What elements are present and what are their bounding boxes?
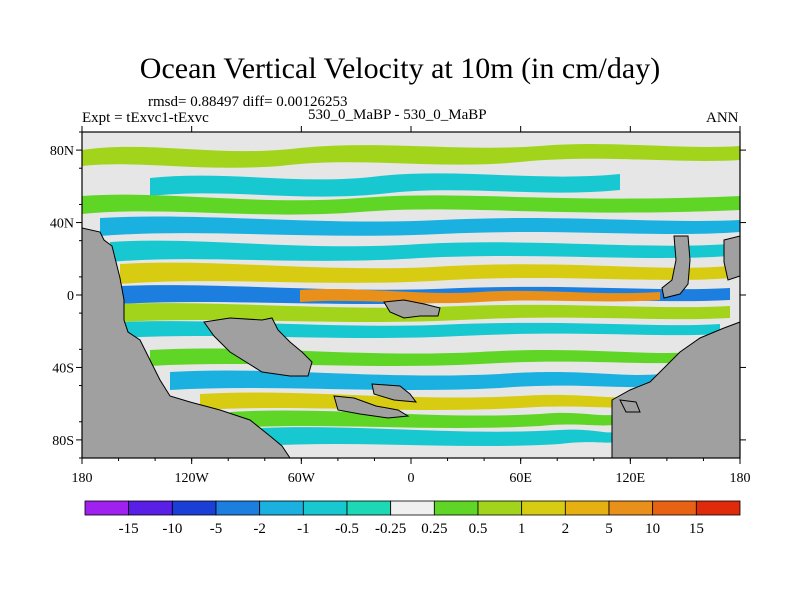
lat-label: 80S [52, 434, 74, 449]
lon-label: 60E [509, 471, 532, 486]
colorbar-swatch [259, 500, 304, 516]
colorbar-swatch [128, 500, 173, 516]
colorbar-swatch [521, 500, 566, 516]
colorbar-label: 0.5 [469, 521, 488, 537]
band-20n-cyan [110, 240, 730, 262]
band-eq-orange [300, 289, 660, 304]
colorbar-label: -15 [119, 521, 139, 537]
land [81, 227, 741, 459]
colorbar-swatch [390, 500, 435, 516]
band-45n-green [82, 194, 740, 215]
lon-label: 60W [288, 471, 316, 486]
band-60n-green [82, 144, 740, 168]
land-east-edge-north [723, 235, 741, 281]
band-10n-yellow [120, 262, 730, 284]
land-island-40s [371, 383, 418, 403]
season-label: ANN [706, 110, 739, 126]
longitude-axis: 180 120W 60W 0 60E 120E 180 [72, 126, 751, 486]
colorbar-swatch [564, 500, 610, 516]
lon-label: 180 [730, 471, 751, 486]
colorbar-swatch [695, 500, 741, 516]
colorbar-label: -5 [210, 521, 223, 537]
colorbar: -15 -10 -5 -2 -1 -0.5 -0.25 0.25 0.5 1 2 5 10 15 [84, 500, 741, 537]
contour-field [82, 144, 740, 446]
band-75s-cyan [260, 427, 615, 446]
colorbar-swatch [302, 500, 348, 516]
colorbar-label: 15 [689, 521, 704, 537]
lat-label: 0 [67, 289, 74, 304]
colorbar-swatch [84, 500, 130, 516]
band-60n-cyan [150, 173, 620, 197]
colorbar-label: 2 [562, 521, 570, 537]
land-island-equator [383, 299, 441, 319]
land-east-column [661, 235, 691, 299]
land-small-east [619, 399, 641, 413]
colorbar-swatch [652, 500, 697, 516]
map-title: Ocean Vertical Velocity at 10m (in cm/da… [139, 52, 661, 85]
colorbar-label: -2 [253, 521, 266, 537]
land-island-55s [333, 395, 410, 419]
case-label: 530_0_MaBP - 530_0_MaBP [308, 107, 487, 123]
colorbar-swatch [171, 500, 217, 516]
land-south-america-interior [203, 317, 313, 377]
colorbar-label: -0.5 [335, 521, 359, 537]
colorbar-label: 10 [645, 521, 660, 537]
colorbar-label: -10 [162, 521, 182, 537]
lon-label: 120E [616, 471, 646, 486]
colorbar-label: 5 [605, 521, 613, 537]
lon-label: 120W [175, 471, 210, 486]
land-east-block [611, 321, 741, 459]
colorbar-swatch [477, 500, 523, 516]
colorbar-label: 1 [518, 521, 526, 537]
colorbar-label: -1 [297, 521, 310, 537]
colorbar-label: -0.25 [375, 521, 406, 537]
colorbar-swatch [608, 500, 654, 516]
lat-label: 80N [50, 144, 74, 159]
lon-label: 0 [408, 471, 415, 486]
colorbar-swatch [346, 500, 392, 516]
stats-label: rmsd= 0.88497 diff= 0.00126253 [148, 94, 348, 110]
land-americas-west [81, 227, 291, 459]
band-65s-green [230, 410, 620, 428]
colorbar-label: 0.25 [421, 521, 447, 537]
band-40n-cyan [100, 216, 740, 236]
lat-label: 40N [50, 217, 74, 232]
colorbar-swatch [215, 500, 261, 516]
experiment-label: Expt = tExvc1-tExvc [82, 110, 209, 126]
latitude-axis: 80N 40N 0 40S 80S [50, 131, 746, 459]
lat-label: 40S [52, 361, 74, 376]
lon-label: 180 [72, 471, 93, 486]
colorbar-swatch [433, 500, 479, 516]
